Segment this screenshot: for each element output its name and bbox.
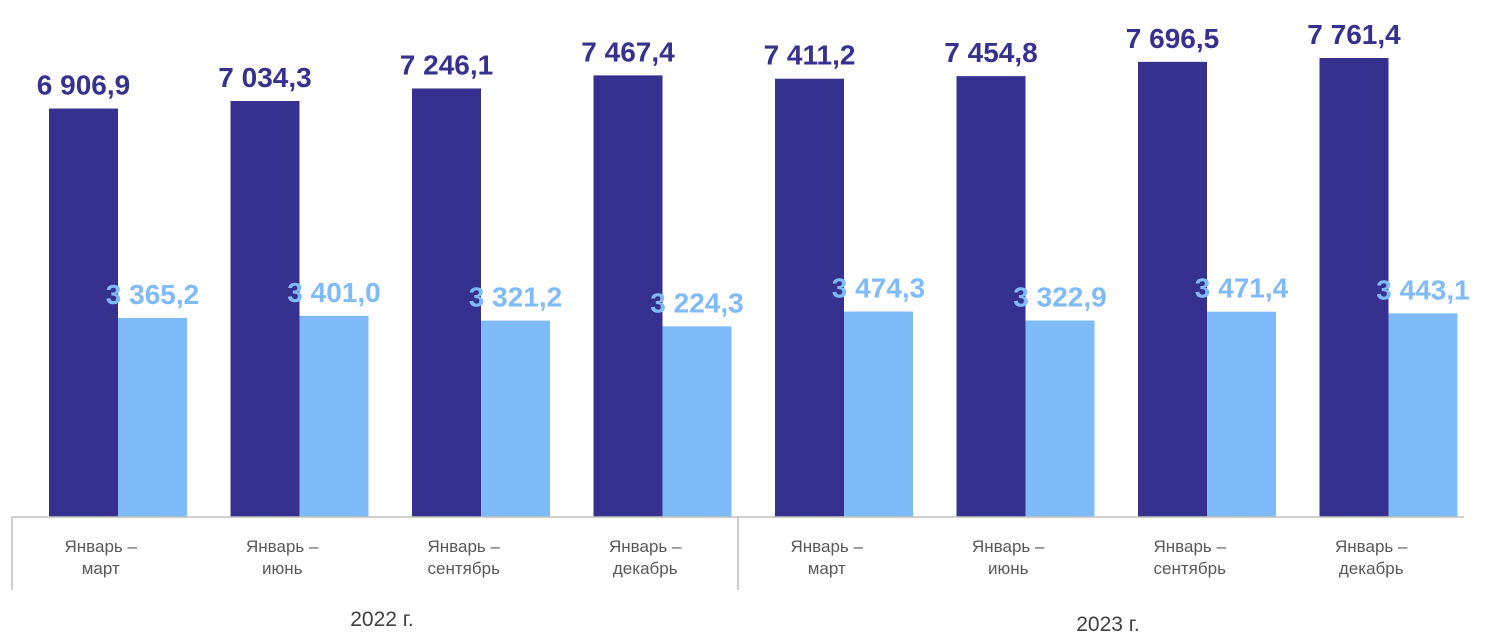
bar-light-6: [1207, 311, 1276, 517]
data-label-dark-2: 7 246,1: [400, 49, 493, 80]
bar-light-0: [118, 317, 187, 517]
data-label-light-6: 3 471,4: [1195, 273, 1289, 304]
series-light-labels: 3 365,2 3 401,0 3 321,2 3 224,3 3 474,3 3 322…: [106, 273, 1470, 319]
data-label-dark-5: 7 454,8: [944, 37, 1037, 68]
category-label-3-line-0: Январь –: [609, 537, 682, 556]
data-label-dark-6: 7 696,5: [1126, 23, 1219, 54]
data-label-dark-7: 7 761,4: [1307, 19, 1401, 50]
bar-light-3: [662, 326, 732, 517]
data-label-dark-0: 6 906,9: [37, 70, 130, 101]
data-label-light-5: 3 322,9: [1013, 281, 1106, 312]
series-light-bars: [118, 311, 1458, 517]
category-label-7-line-1: декабрь: [1339, 559, 1404, 578]
category-label-6-line-1: сентябрь: [1154, 559, 1227, 578]
year-label-0: 2022 г.: [350, 608, 413, 631]
data-label-light-7: 3 443,1: [1376, 274, 1469, 305]
bar-dark-7: [1319, 58, 1389, 517]
data-label-dark-1: 7 034,3: [218, 62, 311, 93]
data-label-light-0: 3 365,2: [106, 279, 199, 310]
bar-light-4: [844, 311, 913, 517]
category-label-0-line-1: март: [82, 559, 120, 578]
bar-dark-6: [1138, 61, 1207, 518]
year-labels: 2022 г. 2023 г.: [350, 608, 1139, 636]
category-label-0-line-0: Январь –: [65, 537, 138, 556]
bar-dark-4: [775, 78, 844, 517]
bar-dark-5: [956, 76, 1026, 517]
bar-light-1: [299, 315, 369, 517]
bar-light-5: [1025, 320, 1095, 517]
category-label-7-line-0: Январь –: [1335, 537, 1408, 556]
data-label-light-4: 3 474,3: [832, 273, 925, 304]
series-dark-labels: 6 906,9 7 034,3 7 246,1 7 467,4 7 411,2 7 454…: [37, 19, 1401, 101]
category-label-2-line-1: сентябрь: [428, 559, 501, 578]
bar-light-2: [481, 320, 550, 517]
data-label-dark-4: 7 411,2: [764, 40, 856, 71]
bar-dark-2: [412, 88, 481, 517]
bar-dark-1: [230, 100, 300, 518]
category-label-1-line-0: Январь –: [246, 537, 319, 556]
bar-dark-3: [593, 75, 663, 517]
bar-dark-0: [49, 108, 118, 517]
data-label-dark-3: 7 467,4: [581, 36, 675, 67]
category-label-6-line-0: Январь –: [1154, 537, 1227, 556]
data-label-light-1: 3 401,0: [287, 277, 380, 308]
category-label-3-line-1: декабрь: [613, 559, 678, 578]
x-axis: [11, 516, 1464, 590]
category-label-5-line-0: Январь –: [972, 537, 1045, 556]
category-label-4-line-0: Январь –: [791, 537, 864, 556]
bar-light-7: [1388, 313, 1458, 517]
category-labels: Январь – март Январь – июнь Январь – сентябрь…: [65, 537, 1408, 578]
data-label-light-2: 3 321,2: [469, 282, 562, 313]
year-label-1: 2023 г.: [1076, 613, 1139, 636]
category-label-5-line-1: июнь: [988, 559, 1029, 578]
category-label-1-line-1: июнь: [262, 559, 303, 578]
category-label-4-line-1: март: [808, 559, 846, 578]
data-label-light-3: 3 224,3: [650, 287, 743, 318]
category-label-2-line-0: Январь –: [428, 537, 501, 556]
series-dark-bars: [49, 58, 1389, 518]
